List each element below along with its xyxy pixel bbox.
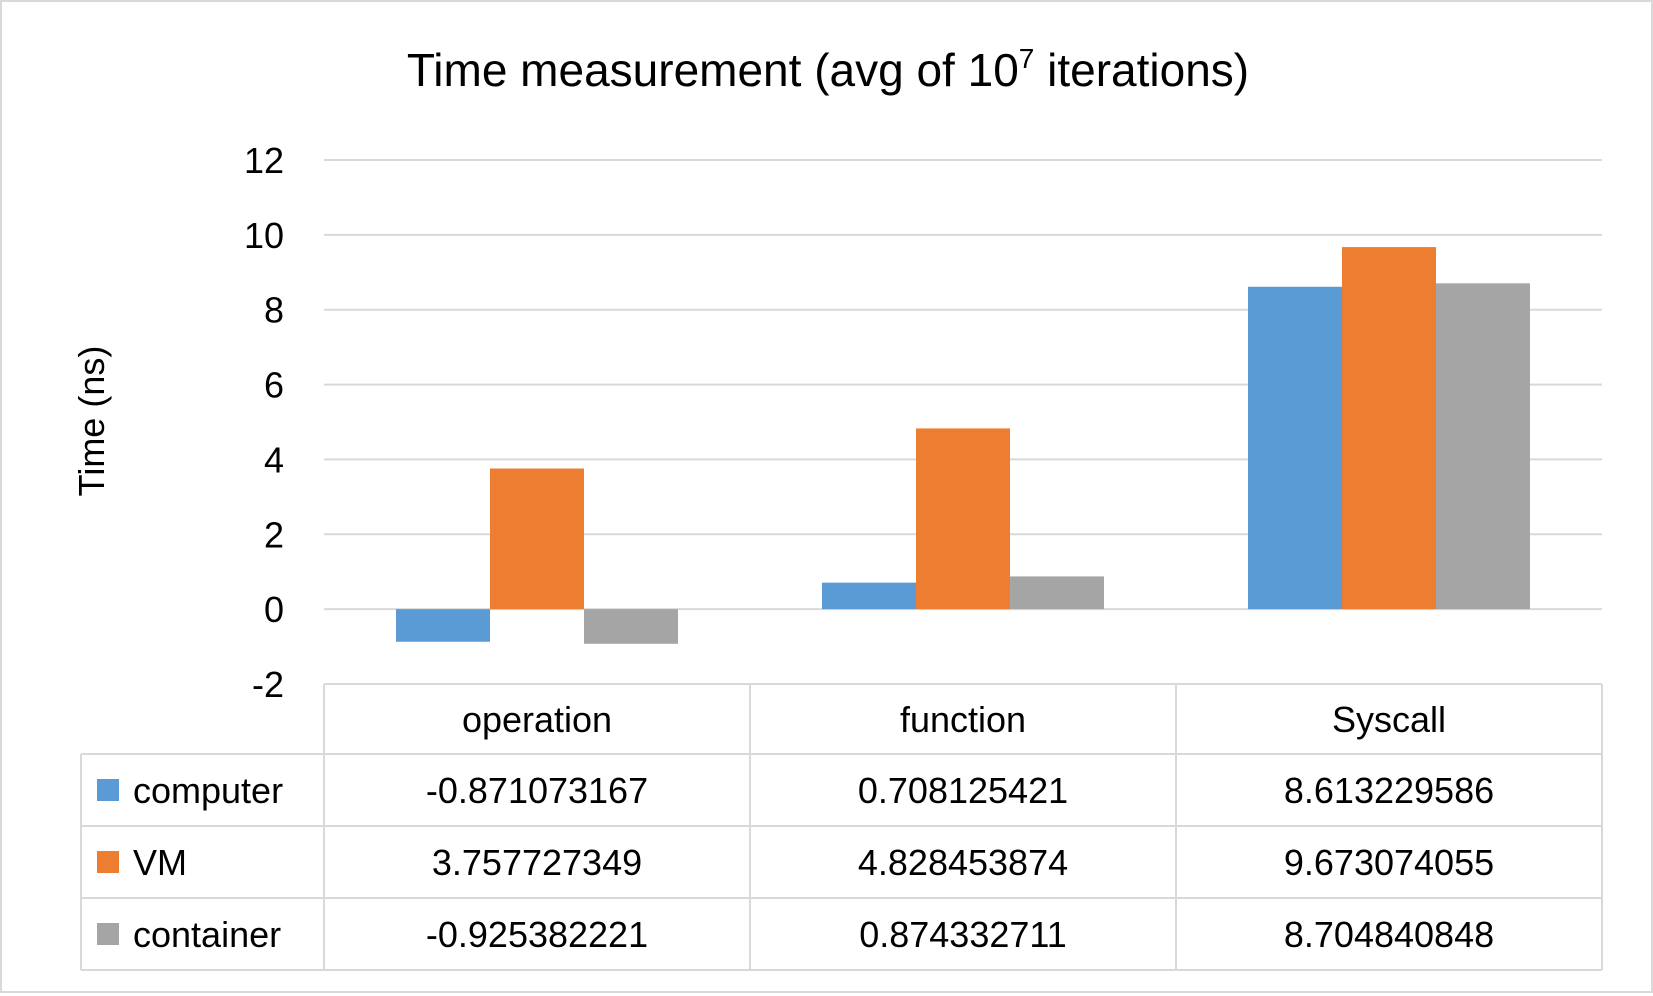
y-tick-label: 10 — [244, 215, 284, 256]
y-tick-label: 4 — [264, 439, 284, 480]
y-tick-label: 2 — [264, 514, 284, 555]
y-axis-label: Time (ns) — [71, 346, 112, 497]
y-axis-ticks: 12 10 8 6 4 2 0 -2 — [244, 140, 284, 705]
x-category-label: operation — [462, 699, 612, 740]
legend-swatch-computer — [97, 779, 119, 801]
data-label: -0.871073167 — [426, 770, 648, 811]
bars — [396, 247, 1530, 644]
chart-title: Time measurement (avg of 107 iterations) — [407, 43, 1249, 96]
bar-container-operation — [584, 609, 678, 644]
data-label: -0.925382221 — [426, 914, 648, 955]
legend-label-computer: computer — [133, 770, 283, 811]
y-tick-label: -2 — [252, 664, 284, 705]
data-label: 8.704840848 — [1284, 914, 1494, 955]
data-label: 9.673074055 — [1284, 842, 1494, 883]
data-label: 0.708125421 — [858, 770, 1068, 811]
x-category-label: Syscall — [1332, 699, 1446, 740]
legend-label-container: container — [133, 914, 281, 955]
legend-swatch-vm — [97, 851, 119, 873]
bar-computer-operation — [396, 609, 490, 642]
bar-computer-syscall — [1248, 286, 1342, 610]
x-category-label: function — [900, 699, 1026, 740]
data-label: 4.828453874 — [858, 842, 1068, 883]
data-table: operation function Syscall computer -0.87107… — [80, 683, 1603, 971]
bar-container-function — [1010, 576, 1104, 610]
bar-vm-syscall — [1342, 247, 1436, 610]
data-label: 3.757727349 — [432, 842, 642, 883]
bar-vm-function — [916, 428, 1010, 610]
y-tick-label: 12 — [244, 140, 284, 181]
bar-vm-operation — [490, 468, 584, 610]
legend-label-vm: VM — [133, 842, 187, 883]
y-tick-label: 0 — [264, 589, 284, 630]
bar-container-syscall — [1436, 283, 1530, 610]
y-tick-label: 8 — [264, 290, 284, 331]
bar-computer-function — [822, 582, 916, 610]
data-label: 0.874332711 — [859, 914, 1067, 955]
legend-swatch-container — [97, 923, 119, 945]
y-tick-label: 6 — [264, 365, 284, 406]
data-label: 8.613229586 — [1284, 770, 1494, 811]
